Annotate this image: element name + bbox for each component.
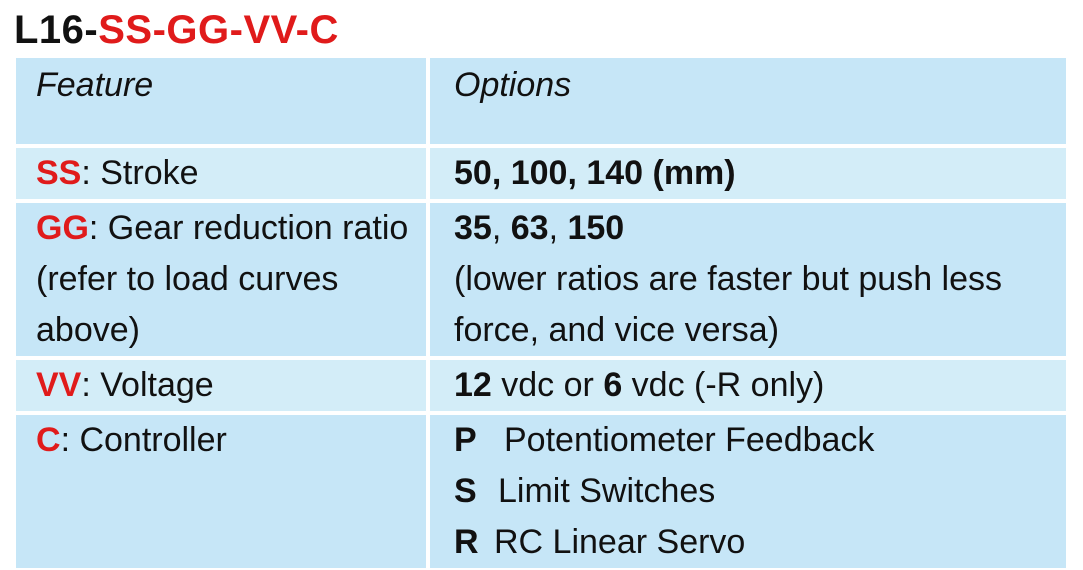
option-separator: , (491, 209, 511, 247)
header-feature: Feature (16, 58, 430, 148)
option-key: R (454, 523, 479, 561)
option-value: 6 (603, 366, 623, 404)
options-table: Feature Options SS: Stroke 50, 100, 140 … (16, 58, 1066, 568)
feature-code: GG (36, 209, 89, 247)
option-label: Potentiometer Feedback (504, 421, 875, 459)
feature-label: : Voltage (81, 366, 214, 404)
table-row-voltage: VV: Voltage 12 vdc or 6 vdc (-R only) (16, 360, 1066, 415)
feature-code: VV (36, 366, 82, 404)
feature-label: : Gear reduction ratio (refer to load cu… (36, 209, 409, 349)
feature-cell-stroke: SS: Stroke (16, 148, 430, 203)
table-row-stroke: SS: Stroke 50, 100, 140 (mm) (16, 148, 1066, 203)
option-key: P (454, 421, 477, 459)
controller-option-p: P Potentiometer Feedback (454, 415, 1066, 466)
options-cell-controller: P Potentiometer Feedback S Limit Switches … (430, 415, 1066, 568)
options-cell-voltage: 12 vdc or 6 vdc (-R only) (430, 360, 1066, 415)
title-prefix: L16- (14, 8, 99, 52)
feature-code: SS (36, 154, 82, 192)
option-value: 63 (510, 209, 549, 247)
option-value: 35 (454, 209, 492, 247)
controller-option-r: R RC Linear Servo (454, 517, 1066, 568)
option-label: Limit Switches (498, 472, 716, 510)
option-label: RC Linear Servo (494, 523, 746, 561)
options-cell-stroke: 50, 100, 140 (mm) (430, 148, 1066, 203)
feature-cell-voltage: VV: Voltage (16, 360, 430, 415)
feature-cell-controller: C: Controller (16, 415, 430, 568)
page-title: L16-SS-GG-VV-C (14, 4, 339, 56)
option-note: (lower ratios are faster but push less f… (454, 260, 1003, 349)
feature-cell-gear: GG: Gear reduction ratio (refer to load … (16, 203, 430, 360)
option-separator: , (548, 209, 568, 247)
feature-code: C (36, 421, 61, 459)
option-values: 50, 100, 140 (mm) (454, 154, 736, 192)
table-header-row: Feature Options (16, 58, 1066, 148)
options-cell-gear: 35, 63, 150 (lower ratios are faster but … (430, 203, 1066, 360)
title-code: SS-GG-VV-C (98, 8, 339, 52)
option-value: 150 (567, 209, 625, 247)
feature-label: : Controller (60, 421, 227, 459)
controller-option-s: S Limit Switches (454, 466, 1066, 517)
table-row-gear: GG: Gear reduction ratio (refer to load … (16, 203, 1066, 360)
option-key: S (454, 472, 477, 510)
option-text: vdc (-R only) (622, 366, 825, 404)
option-text: vdc or (491, 366, 604, 404)
feature-label: : Stroke (81, 154, 199, 192)
option-value: 12 (454, 366, 492, 404)
header-options: Options (430, 58, 1066, 148)
